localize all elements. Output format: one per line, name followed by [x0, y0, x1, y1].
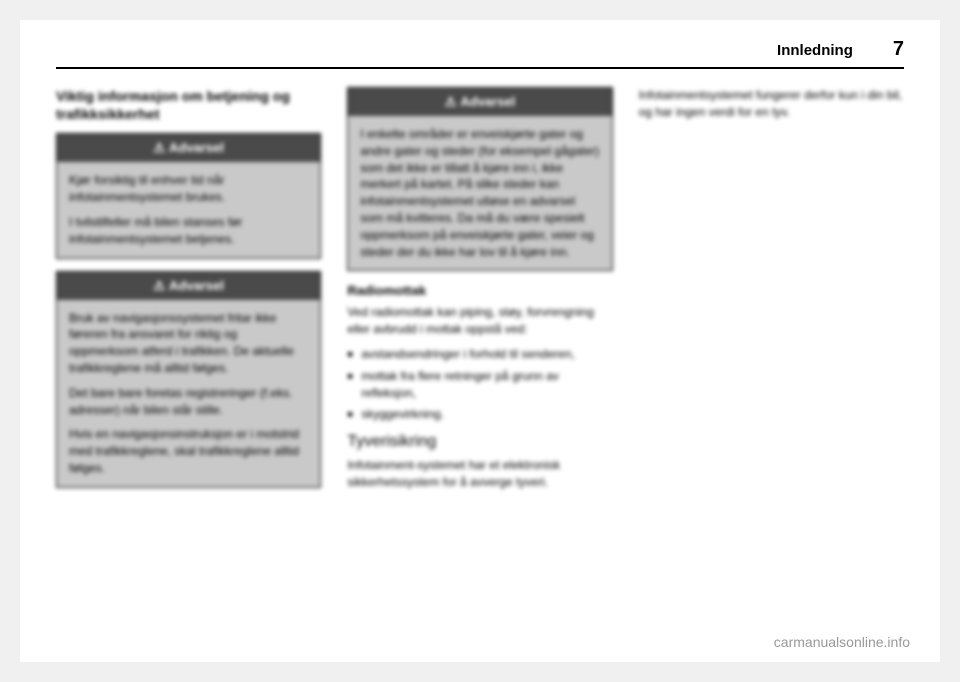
- header-section-title: Innledning: [777, 42, 853, 59]
- warning-box-3: ⚠Advarsel I enkelte områder er enveiskjø…: [347, 87, 612, 271]
- page-content: Viktig informasjon om betjening og trafi…: [56, 87, 904, 500]
- column-1: Viktig informasjon om betjening og trafi…: [56, 87, 321, 500]
- warning-body-3: I enkelte områder er enveiskjørte gater …: [348, 116, 611, 270]
- warning-icon: ⚠: [445, 94, 457, 110]
- warning-title-3: ⚠Advarsel: [348, 88, 611, 116]
- warning2-p1: Bruk av navigasjonssystemet fritar ikke …: [69, 310, 308, 377]
- warning-title-2: ⚠ Advarsel: [57, 272, 320, 300]
- warning2-p3: Hvis en navigasjonsinstruksjon er i mots…: [69, 426, 308, 476]
- col3-body: Infotainmentsystemet fungerer derfor kun…: [639, 87, 904, 121]
- page-header: Innledning 7: [56, 38, 904, 69]
- warning-label: Advarsel: [169, 140, 224, 155]
- watermark: carmanualsonline.info: [774, 634, 910, 650]
- warning-label: Advarsel: [169, 278, 224, 293]
- radio-bullet-3: skyggevirkning.: [347, 406, 612, 423]
- radio-intro: Ved radiomottak kan piping, støy, forvre…: [347, 304, 612, 338]
- page-number: 7: [893, 38, 904, 61]
- theft-body: Infotainment-systemet har et elektronisk…: [347, 457, 612, 491]
- column-2: ⚠Advarsel I enkelte områder er enveiskjø…: [347, 87, 612, 500]
- radio-heading: Radiomottak: [347, 283, 612, 298]
- column-3: Infotainmentsystemet fungerer derfor kun…: [639, 87, 904, 500]
- radio-bullets: avstandsendringer i forhold til senderen…: [347, 346, 612, 423]
- warning-box-2: ⚠ Advarsel Bruk av navigasjonssystemet fr…: [56, 271, 321, 488]
- theft-heading: Tyverisikring: [347, 433, 612, 451]
- warning1-p2: I tvilstilfeller må bilen stanses før in…: [69, 214, 308, 248]
- warning-body-1: Kjør forsiktig til enhver tid når infota…: [57, 162, 320, 257]
- warning-box-1: ⚠ Advarsel Kjør forsiktig til enhver tid …: [56, 133, 321, 258]
- warning-title-1: ⚠ Advarsel: [57, 134, 320, 162]
- radio-bullet-1: avstandsendringer i forhold til senderen…: [347, 346, 612, 363]
- warning2-p2: Det bare bare foretas registreringer (f.…: [69, 385, 308, 419]
- manual-page: Innledning 7 Viktig informasjon om betje…: [20, 20, 940, 662]
- warning1-p1: Kjør forsiktig til enhver tid når infota…: [69, 172, 308, 206]
- warning-icon: ⚠: [153, 278, 165, 294]
- warning-icon: ⚠: [153, 140, 165, 156]
- warning3-p1: I enkelte områder er enveiskjørte gater …: [360, 126, 599, 260]
- col1-heading: Viktig informasjon om betjening og trafi…: [56, 87, 321, 123]
- warning-body-2: Bruk av navigasjonssystemet fritar ikke …: [57, 300, 320, 487]
- warning-label: Advarsel: [460, 94, 515, 109]
- radio-bullet-2: mottak fra flere retninger på grunn av r…: [347, 368, 612, 402]
